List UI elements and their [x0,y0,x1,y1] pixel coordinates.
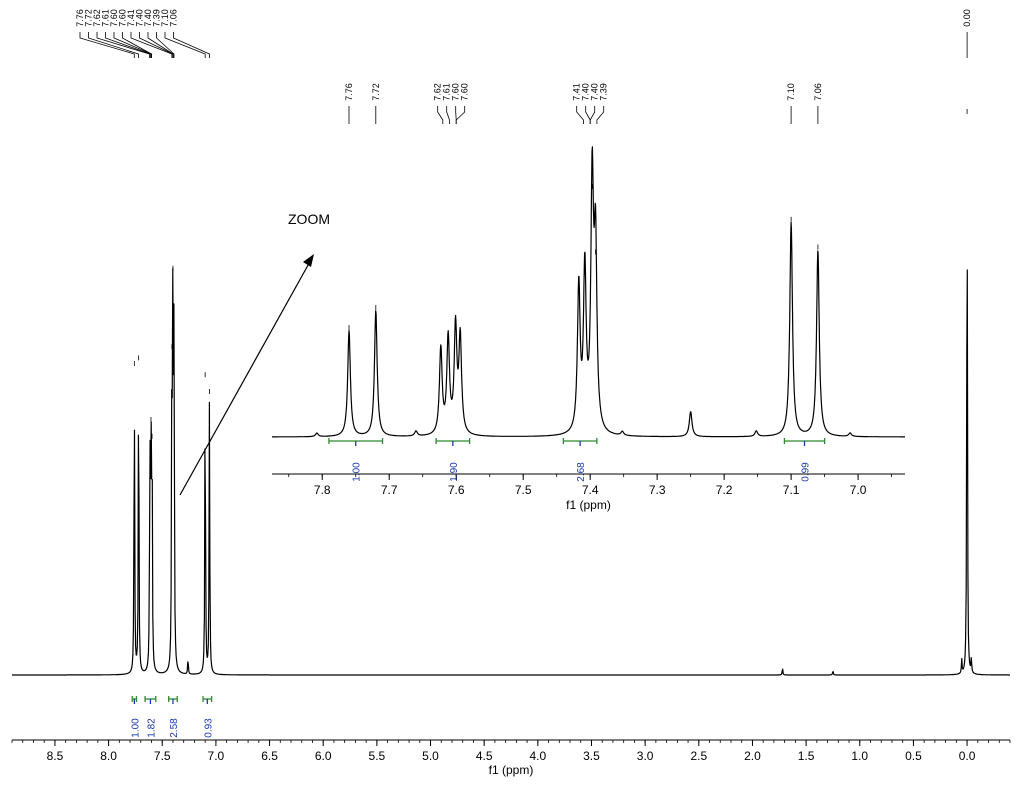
inset-peak-label: 7.40 [590,83,600,101]
main-tick-label: 7.0 [208,749,225,763]
main-tick-label: 2.5 [690,749,707,763]
inset-tick-label: 7.7 [381,483,398,497]
main-tick-label: 3.5 [583,749,600,763]
inset-peak-leader [455,106,466,124]
main-peak-label: 7.60 [118,9,128,27]
main-peak-leader [88,32,139,58]
inset-peak-leader [576,106,584,124]
main-peak-label: 7.06 [169,9,179,27]
main-tick-label: 6.0 [315,749,332,763]
main-tick-label: 1.5 [798,749,815,763]
main-peak-label: 7.41 [126,9,136,27]
main-tick-label: 7.5 [154,749,171,763]
inset-peak-label: 7.60 [451,83,461,101]
main-tick-label: 5.0 [422,749,439,763]
inset-tick-label: 7.6 [448,483,465,497]
main-tick-label: 0.0 [959,749,976,763]
main-peak-leader [96,32,150,58]
inset-peak-label: 7.40 [581,83,591,101]
main-peak-label: 7.10 [160,9,170,27]
main-peak-label: 7.39 [152,9,162,27]
inset-x-axis-title: f1 (ppm) [566,498,611,512]
zoom-arrow [179,257,313,496]
main-integral-label: 1.00 [130,718,141,738]
inset-peak-label: 7.41 [572,83,582,101]
inset-peak-label: 7.60 [460,83,470,101]
inset-tick-label: 7.1 [783,483,800,497]
inset-integral-label: 1.00 [352,462,363,482]
inset-peak-leader [437,106,444,124]
main-tick-label: 6.5 [261,749,278,763]
zoom-inset-panel: 7.8 7.7 7.6 7.5 7.4 7.3 7.2 7.1 7.0 f1 (ppm) 1.00 1… [271,83,906,512]
zoom-annotation: ZOOM [179,211,330,496]
inset-tick-label: 7.5 [515,483,532,497]
main-peak-label: 0.00 [962,9,972,27]
main-spectrum-trace [12,268,1010,676]
inset-tick-label: 7.3 [649,483,666,497]
inset-integral-label: 0.99 [801,462,812,482]
zoom-label: ZOOM [288,211,330,227]
inset-tick-label: 7.0 [850,483,867,497]
inset-spectrum-trace [271,146,906,438]
inset-integral-label: 1.90 [449,462,460,482]
main-tick-label: 8.0 [100,749,117,763]
main-peak-label: 7.40 [143,9,153,27]
inset-peak-leader [446,106,450,124]
main-tick-label: 1.0 [851,749,868,763]
zoom-arrow-head [303,254,314,267]
inset-peak-label: 7.72 [371,83,381,101]
inset-peak-leader [596,106,605,124]
main-peak-leader [164,32,206,58]
main-integral-label: 1.82 [146,718,157,738]
main-tick-label: 4.5 [476,749,493,763]
inset-peak-label: 7.62 [433,83,443,101]
inset-peak-label: 7.10 [786,83,796,101]
inset-peak-label: 7.61 [442,83,452,101]
inset-tick-label: 7.4 [582,483,599,497]
main-tick-label: 3.0 [637,749,654,763]
main-peak-leader [173,32,210,58]
main-peak-leader [105,32,151,58]
main-x-axis-title: f1 (ppm) [489,763,534,777]
main-integral-label: 2.58 [169,718,180,738]
main-tick-label: 2.0 [744,749,761,763]
main-tick-label: 5.5 [369,749,386,763]
inset-peak-label: 7.76 [344,83,354,101]
inset-peak-label: 7.06 [813,83,823,101]
inset-peak-label: 7.39 [599,83,609,101]
main-peak-label: 7.60 [109,9,119,27]
main-peak-leader [147,32,174,58]
main-peak-leader [79,32,135,58]
main-peak-leader [156,32,175,58]
main-tick-label: 0.5 [905,749,922,763]
main-peak-label: 7.40 [135,9,145,27]
main-tick-label: 4.0 [529,749,546,763]
main-peak-label: 7.62 [92,9,102,27]
inset-tick-label: 7.2 [716,483,733,497]
inset-integral-label: 2.68 [576,462,587,482]
main-peak-label: 7.61 [101,9,111,27]
main-integral-label: 0.93 [203,718,214,738]
inset-tick-label: 7.8 [314,483,331,497]
inset-peak-leader [589,106,596,124]
main-tick-label: 8.5 [47,749,64,763]
main-peak-leader [122,32,152,58]
main-peak-label: 7.72 [84,9,94,27]
main-peak-leader [130,32,173,58]
main-peak-label: 7.76 [75,9,85,27]
full-spectrum-panel: 8.5 8.0 7.5 7.0 6.5 6.0 5.5 5.0 4.5 4.0 3.5 3.0 2.5 2… [11,9,1011,777]
